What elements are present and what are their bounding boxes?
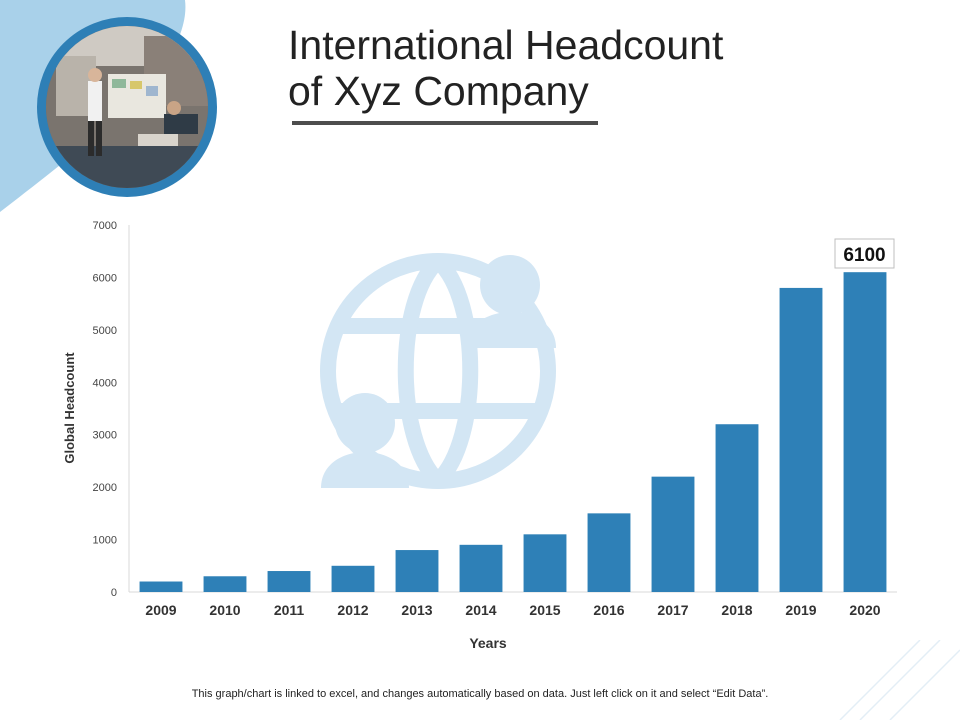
bar-2020 — [843, 272, 887, 592]
y-tick-label: 6000 — [93, 272, 117, 284]
x-tick-label: 2020 — [849, 602, 880, 618]
bar-2012 — [331, 565, 375, 592]
bar-2018 — [715, 424, 759, 592]
title-underline — [292, 121, 598, 125]
bar-2019 — [779, 287, 823, 592]
y-tick-label: 7000 — [93, 220, 117, 232]
x-tick-label: 2010 — [209, 602, 240, 618]
bar-2014 — [459, 544, 503, 592]
footnote: This graph/chart is linked to excel, and… — [191, 688, 769, 700]
x-tick-label: 2019 — [785, 602, 816, 618]
y-tick-label: 1000 — [93, 535, 117, 547]
x-axis-title: Years — [469, 635, 507, 651]
bar-2013 — [395, 550, 439, 592]
value-callout: 6100 — [834, 238, 895, 269]
globe-people-icon — [320, 253, 556, 489]
title-line-1: International Headcount — [288, 22, 724, 68]
callout-label: 6100 — [843, 245, 885, 266]
y-tick-label: 5000 — [93, 325, 117, 337]
x-tick-label: 2011 — [274, 602, 305, 618]
callout-box — [834, 238, 895, 269]
page-title: International Headcount of Xyz Company — [288, 22, 723, 114]
x-tick-label: 2014 — [465, 602, 496, 618]
y-axis-title: Global Headcount — [62, 352, 77, 464]
x-tick-label: 2016 — [593, 602, 624, 618]
bar-2009 — [139, 581, 183, 592]
x-tick-label: 2013 — [401, 602, 432, 618]
bar-2010 — [203, 576, 247, 592]
x-tick-label: 2009 — [145, 602, 176, 618]
y-tick-label: 4000 — [93, 377, 117, 389]
title-line-2: of Xyz Company — [288, 68, 589, 114]
x-tick-label: 2018 — [721, 602, 752, 618]
x-tick-label: 2017 — [657, 602, 688, 618]
x-tick-label: 2012 — [337, 602, 368, 618]
y-tick-label: 3000 — [93, 430, 117, 442]
bar-2015 — [523, 534, 567, 592]
bar-2016 — [587, 513, 631, 592]
bar-2011 — [267, 571, 311, 592]
bar-2017 — [651, 476, 695, 592]
x-tick-label: 2015 — [529, 602, 560, 618]
y-tick-label: 2000 — [93, 482, 117, 494]
corner-deco-lines — [839, 640, 960, 720]
y-tick-label: 0 — [111, 587, 117, 599]
